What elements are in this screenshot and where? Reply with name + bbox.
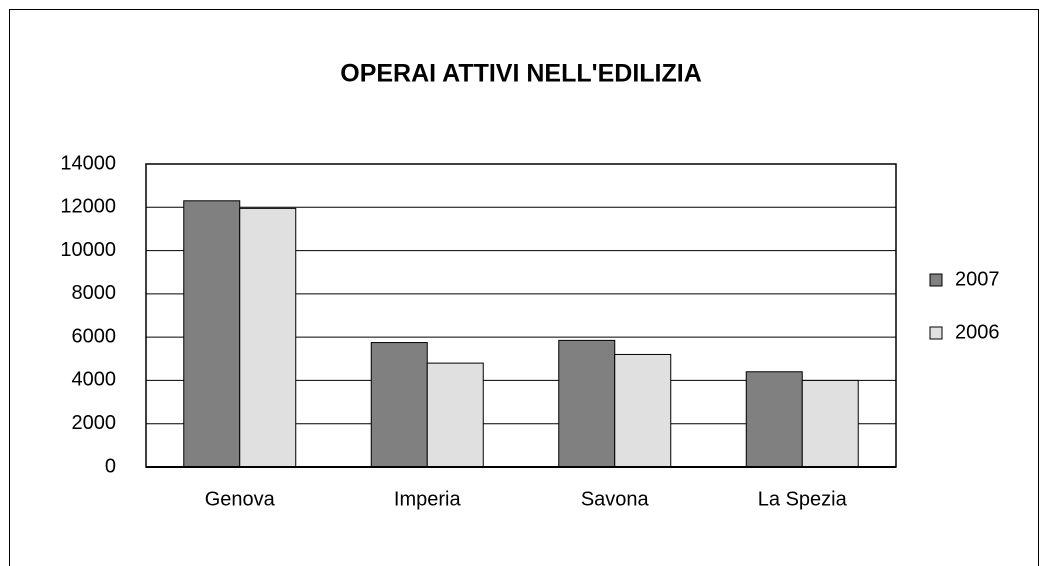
bar (426, 362, 484, 468)
bar (745, 371, 803, 468)
bar (370, 342, 428, 468)
legend-swatch (929, 326, 943, 340)
x-tick-label: Savona (581, 488, 650, 510)
bar (614, 353, 672, 468)
legend-label: 2007 (955, 268, 1000, 290)
y-tick-label: 6000 (72, 325, 117, 347)
y-tick-label: 2000 (72, 412, 117, 434)
bar (239, 207, 297, 468)
y-tick-label: 14000 (60, 152, 116, 174)
chart-frame (9, 9, 1039, 566)
x-tick-label: Imperia (394, 488, 462, 510)
x-tick-label: Genova (205, 488, 276, 510)
bar (801, 379, 859, 468)
y-tick-label: 12000 (60, 196, 116, 218)
y-tick-label: 10000 (60, 239, 116, 261)
y-tick-label: 4000 (72, 369, 117, 391)
legend-label: 2006 (955, 321, 1000, 343)
y-tick-label: 8000 (72, 282, 117, 304)
bar (183, 200, 241, 468)
x-tick-label: La Spezia (758, 488, 848, 510)
bar (558, 339, 616, 468)
chart-title: OPERAI ATTIVI NELL'EDILIZIA (340, 60, 702, 88)
y-tick-label: 0 (105, 455, 116, 477)
legend-swatch (929, 273, 943, 287)
